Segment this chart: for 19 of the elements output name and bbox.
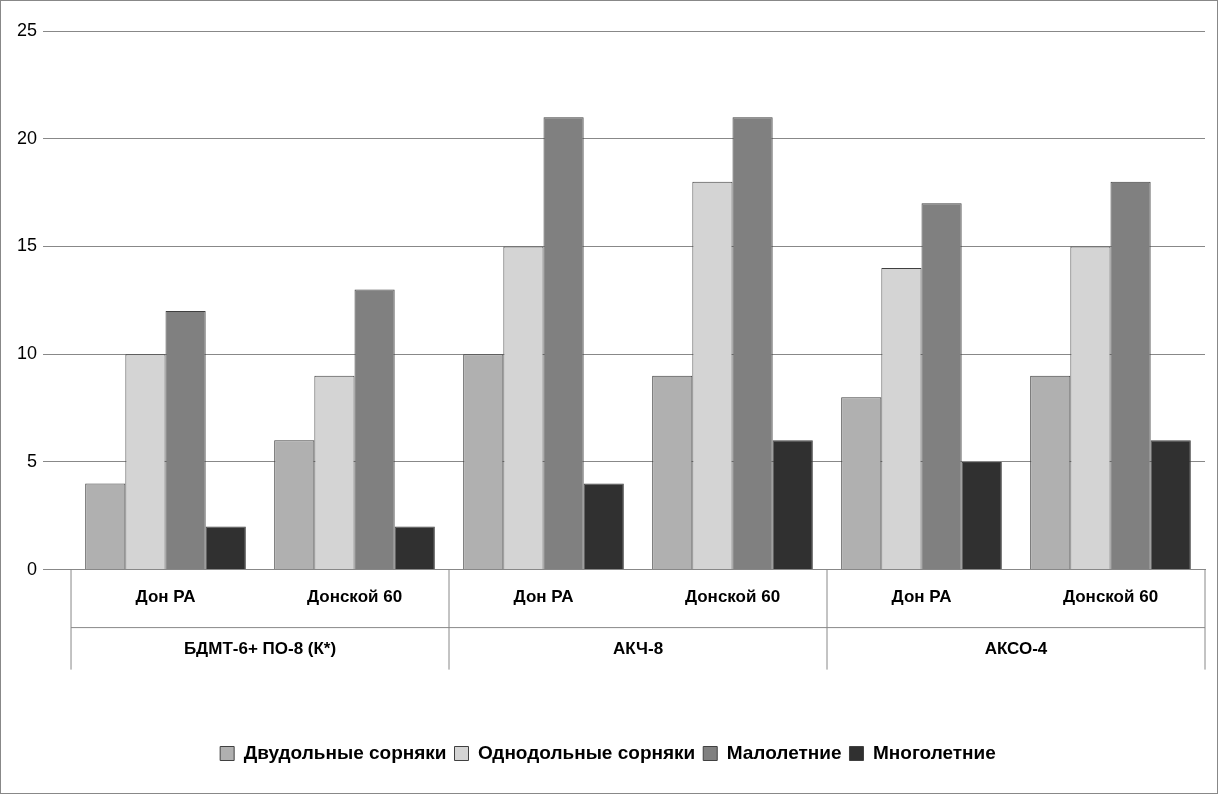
x-tick-label: Донской 60 xyxy=(306,587,403,607)
x-tick-label: Дон РА xyxy=(891,587,952,607)
legend-label: Двудольные сорняки xyxy=(243,741,447,763)
text: БДМТ-6+ ПО-8 (К*) xyxy=(183,639,337,659)
y-tick-label: 20 xyxy=(16,127,38,148)
legend-label: Многолетние xyxy=(872,741,996,763)
x-tick-label: Дон РА xyxy=(513,587,574,607)
x-tick-label: Дон РА xyxy=(135,587,196,607)
text: АКСО-4 xyxy=(984,639,1048,659)
legend-label: Однодольные сорняки xyxy=(478,741,696,763)
x-tick-label: Донской 60 xyxy=(684,587,781,607)
text: АКЧ-8 xyxy=(612,639,664,659)
x-tick-label: Донской 60 xyxy=(1062,587,1159,607)
y-tick-label: 5 xyxy=(27,450,38,471)
y-tick-label: 25 xyxy=(16,19,38,40)
legend-label: Малолетние xyxy=(726,741,842,763)
y-tick-label: 10 xyxy=(16,343,38,364)
y-tick-label: 0 xyxy=(27,558,38,579)
y-tick-label: 15 xyxy=(16,235,38,256)
